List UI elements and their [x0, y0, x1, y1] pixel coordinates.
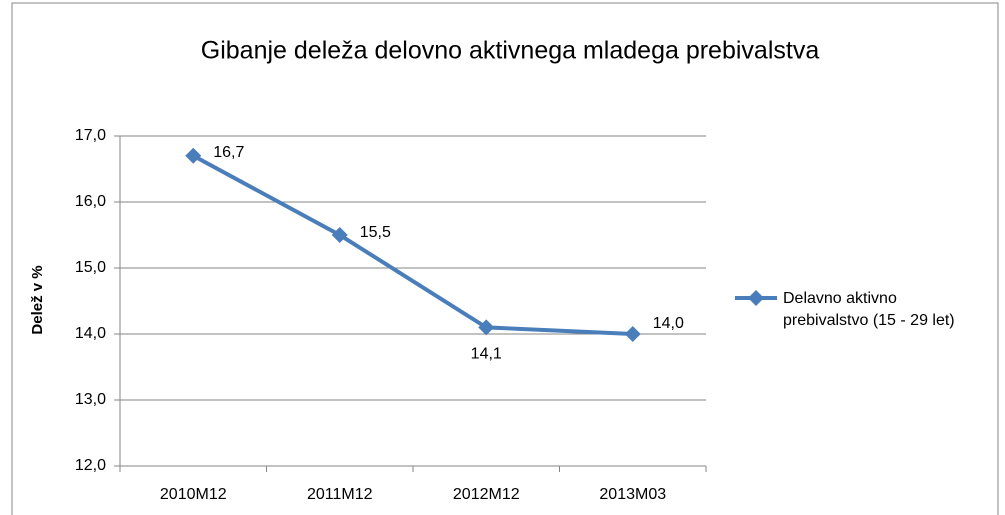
data-label: 14,0: [653, 315, 684, 332]
y-tick-label: 16,0: [75, 193, 106, 210]
y-tick-label: 17,0: [75, 127, 106, 144]
data-marker: [478, 319, 495, 336]
x-tick-label: 2012M12: [453, 486, 520, 503]
x-tick-label: 2011M12: [307, 486, 373, 503]
legend-marker: [748, 290, 764, 306]
legend-label: Delavno aktivno prebivalstvo (15 - 29 le…: [783, 290, 955, 329]
chart-title: Gibanje deleža delovno aktivnega mladega…: [201, 37, 820, 65]
data-label: 14,1: [471, 346, 502, 363]
data-line: [192, 154, 633, 336]
data-marker: [624, 326, 641, 342]
data-marker: [331, 227, 348, 243]
x-tick-label: 2013M03: [599, 486, 666, 503]
y-tick-label: 13,0: [75, 391, 106, 408]
chart-border: [11, 2, 999, 515]
data-label: 15,5: [360, 224, 391, 241]
y-tick-label: 14,0: [75, 325, 106, 342]
y-tick-label: 15,0: [75, 259, 106, 276]
y-axis-label: Delež v %: [29, 265, 46, 334]
y-tick-label: 12,0: [75, 457, 106, 474]
data-label: 16,7: [213, 144, 244, 161]
data-marker: [185, 147, 202, 164]
x-tick-label: 2010M12: [160, 486, 227, 503]
